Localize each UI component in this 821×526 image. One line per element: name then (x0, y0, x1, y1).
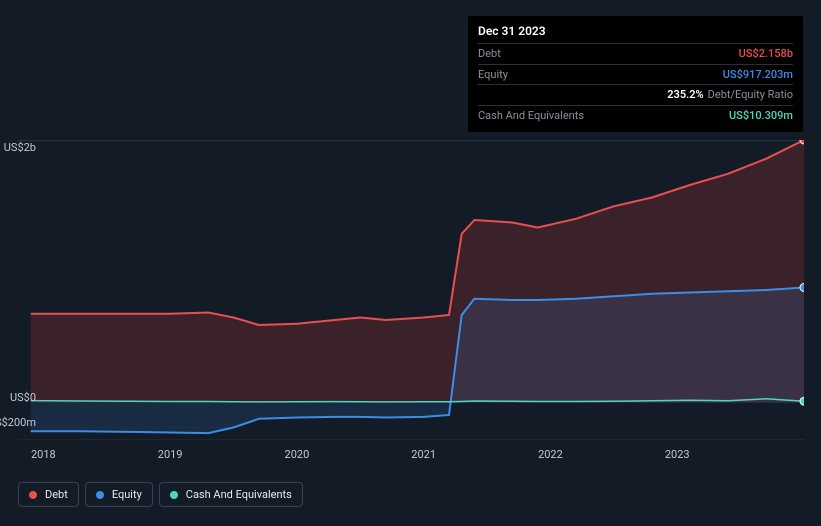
x-axis-label: 2019 (158, 448, 183, 461)
legend-item-debt[interactable]: Debt (18, 482, 79, 507)
y-axis-label: US$0 (0, 391, 36, 404)
x-axis-label: 2023 (665, 448, 690, 461)
cash-end-marker (800, 397, 804, 405)
chart-plot-area: US$2bUS$0-US$200m (18, 140, 804, 440)
tooltip-ratio: 235.2% Debt/Equity Ratio (667, 86, 793, 104)
tooltip-date: Dec 31 2023 (478, 22, 793, 41)
tooltip-row: 235.2% Debt/Equity Ratio (478, 84, 793, 105)
equity-end-marker (800, 284, 804, 292)
legend-item-cash-and-equivalents[interactable]: Cash And Equivalents (159, 482, 303, 507)
legend-dot-icon (170, 491, 178, 499)
tooltip-row-label: Cash And Equivalents (478, 107, 584, 125)
tooltip-row: Equity US$917.203m (478, 64, 793, 85)
x-axis: 2018 2019 2020 2021 2022 2023 (18, 448, 804, 468)
tooltip-row-label: Equity (478, 66, 508, 84)
tooltip-ratio-value: 235.2% (667, 88, 703, 101)
tooltip-row: Cash And Equivalents US$10.309m (478, 105, 793, 126)
legend-label: Debt (45, 488, 68, 501)
legend-label: Equity (112, 488, 142, 501)
legend-dot-icon (29, 491, 37, 499)
y-axis-label: -US$200m (0, 416, 36, 429)
chart-tooltip: Dec 31 2023 Debt US$2.158b Equity US$917.20… (468, 16, 803, 132)
tooltip-row-value: US$917.203m (723, 66, 793, 84)
tooltip-row: Debt US$2.158b (478, 43, 793, 64)
tooltip-row-value: US$2.158b (739, 45, 793, 63)
x-axis-label: 2022 (538, 448, 563, 461)
legend-dot-icon (96, 491, 104, 499)
tooltip-row-label: Debt (478, 45, 501, 63)
x-axis-label: 2020 (285, 448, 310, 461)
tooltip-ratio-label: Debt/Equity Ratio (708, 88, 793, 101)
legend-label: Cash And Equivalents (186, 488, 292, 501)
legend-item-equity[interactable]: Equity (85, 482, 153, 507)
chart-svg (18, 140, 804, 440)
tooltip-row-value: US$10.309m (729, 107, 793, 125)
chart-legend: Debt Equity Cash And Equivalents (18, 482, 303, 507)
x-axis-label: 2021 (411, 448, 436, 461)
y-axis-label: US$2b (0, 141, 36, 154)
x-axis-label: 2018 (31, 448, 56, 461)
